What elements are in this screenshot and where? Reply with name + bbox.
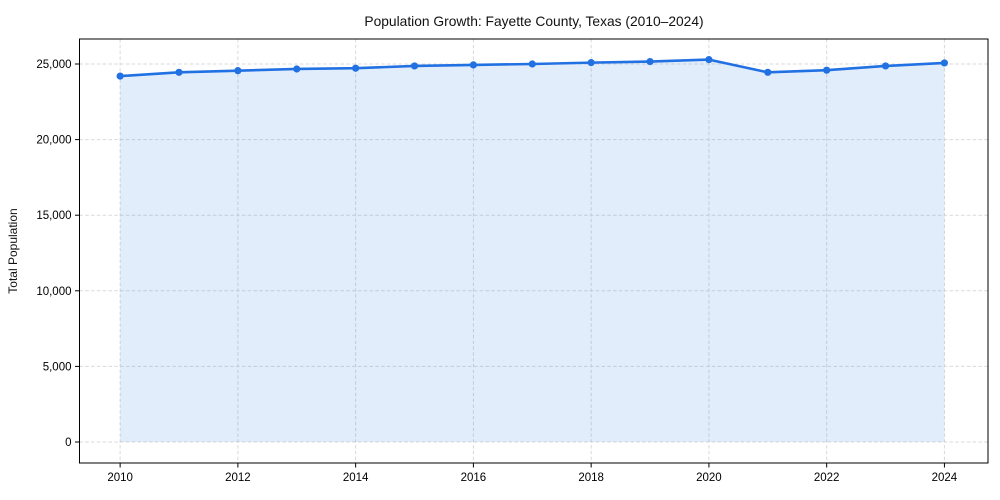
data-point-2010 xyxy=(116,72,124,80)
area-fill xyxy=(120,59,945,442)
area-layer xyxy=(120,59,945,442)
data-point-2016 xyxy=(469,61,477,69)
y-tick-label: 5,000 xyxy=(43,361,72,373)
x-tick-label: 2024 xyxy=(932,472,958,484)
data-point-2018 xyxy=(587,59,595,67)
x-tick-label: 2012 xyxy=(225,472,251,484)
x-tick-label: 2022 xyxy=(814,472,840,484)
data-point-2017 xyxy=(528,60,536,68)
x-tick-label: 2020 xyxy=(696,472,722,484)
data-point-2013 xyxy=(293,65,301,73)
data-point-2021 xyxy=(764,68,772,76)
x-tick-label: 2016 xyxy=(461,472,487,484)
data-point-2024 xyxy=(940,59,949,67)
y-tick-label: 10,000 xyxy=(36,286,71,298)
line-layer xyxy=(116,56,949,80)
y-tick-label: 20,000 xyxy=(36,135,71,147)
chart-title: Population Growth: Fayette County, Texas… xyxy=(364,14,703,29)
data-point-2015 xyxy=(410,62,419,70)
data-point-2020 xyxy=(705,56,713,64)
data-point-2019 xyxy=(646,57,654,66)
y-tick-label: 15,000 xyxy=(36,210,71,222)
y-axis-label: Total Population xyxy=(6,208,20,293)
data-point-2023 xyxy=(881,62,890,70)
tick-layer: 0 5,000 10,000 15,000 20,000 25,000 2010 2012 20… xyxy=(36,59,958,484)
y-tick-label: 25,000 xyxy=(36,59,71,71)
plot-border xyxy=(79,38,989,464)
data-point-2014 xyxy=(352,64,360,72)
x-tick-label: 2014 xyxy=(343,472,369,484)
data-point-2022 xyxy=(823,66,831,74)
y-tick-label: 0 xyxy=(65,437,71,449)
data-point-2012 xyxy=(234,67,242,75)
axes-layer xyxy=(79,38,989,464)
data-point-2011 xyxy=(175,68,183,76)
x-tick-label: 2018 xyxy=(578,472,604,484)
x-tick-label: 2010 xyxy=(107,472,133,484)
